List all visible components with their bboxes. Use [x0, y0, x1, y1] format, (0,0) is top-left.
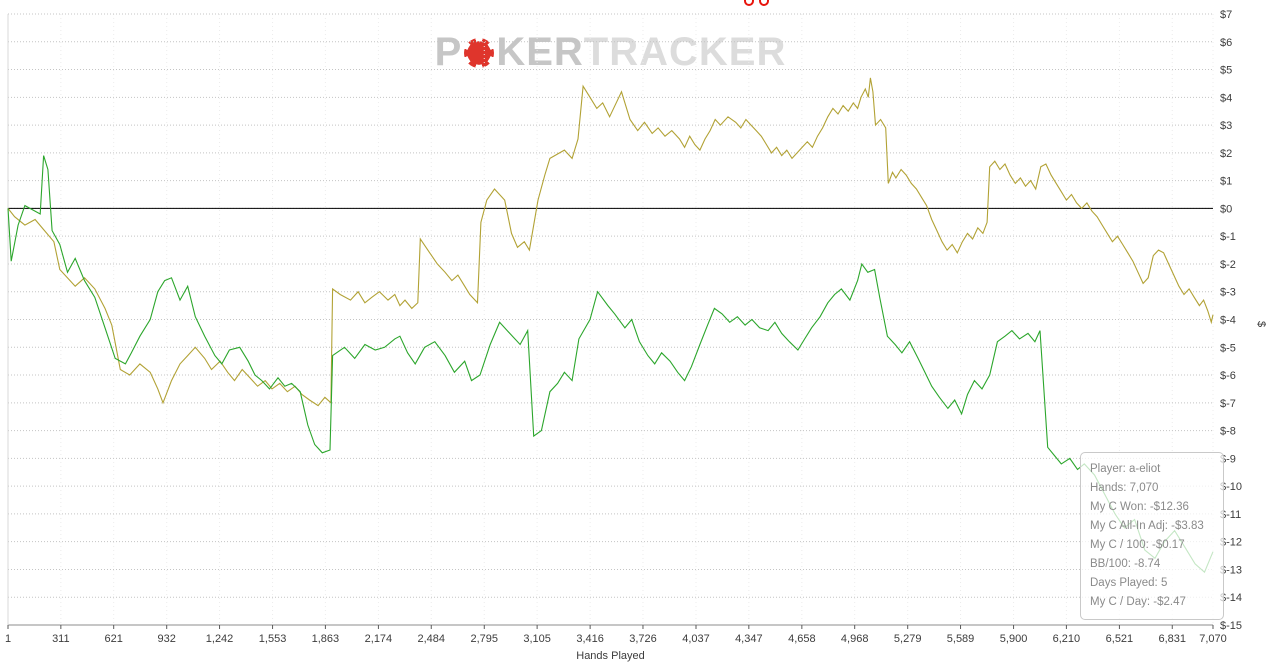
- svg-text:1,242: 1,242: [206, 633, 234, 645]
- tooltip-bb-per-100: BB/100: -8.74: [1090, 558, 1161, 570]
- tooltip-my-c-all-in-adj: My C All-In Adj: -$3.83: [1090, 520, 1204, 532]
- clipped-title-fragment: [744, 0, 769, 6]
- svg-text:$1: $1: [1220, 176, 1232, 188]
- svg-text:3,726: 3,726: [629, 633, 657, 645]
- svg-text:$-11: $-11: [1220, 509, 1241, 521]
- tooltip-days-played: Days Played: 5: [1090, 577, 1168, 589]
- x-axis-title: Hands Played: [576, 650, 645, 662]
- svg-text:$6: $6: [1220, 37, 1232, 49]
- svg-text:$5: $5: [1220, 65, 1232, 77]
- svg-text:$-6: $-6: [1220, 370, 1236, 382]
- svg-text:311: 311: [52, 633, 70, 645]
- svg-text:$-2: $-2: [1220, 259, 1236, 271]
- tooltip-player: Player: a-eliot: [1090, 463, 1161, 475]
- svg-text:3,416: 3,416: [576, 633, 604, 645]
- svg-text:1,863: 1,863: [312, 633, 340, 645]
- svg-text:6,210: 6,210: [1053, 633, 1081, 645]
- svg-text:3,105: 3,105: [523, 633, 551, 645]
- svg-text:1: 1: [5, 633, 11, 645]
- watermark-text-p: P: [434, 30, 463, 74]
- svg-text:$-7: $-7: [1220, 398, 1236, 410]
- svg-text:5,279: 5,279: [894, 633, 922, 645]
- svg-text:$-10: $-10: [1220, 481, 1242, 493]
- svg-text:$-8: $-8: [1220, 426, 1236, 438]
- svg-text:6,521: 6,521: [1106, 633, 1134, 645]
- svg-text:4,658: 4,658: [788, 633, 816, 645]
- svg-text:4,037: 4,037: [682, 633, 710, 645]
- svg-text:932: 932: [158, 633, 176, 645]
- svg-text:5,900: 5,900: [1000, 633, 1028, 645]
- watermark-text-tracker: TRACKER: [583, 30, 787, 74]
- watermark-text-ker: KER: [496, 30, 584, 74]
- svg-text:2,795: 2,795: [471, 633, 499, 645]
- svg-text:$2: $2: [1220, 148, 1232, 160]
- svg-text:$-13: $-13: [1220, 564, 1242, 576]
- clipped-glyph-mark: [759, 0, 769, 6]
- svg-text:$-4: $-4: [1220, 315, 1236, 327]
- tooltip-my-c-won: My C Won: -$12.36: [1090, 501, 1189, 513]
- poker-chip-icon: [464, 38, 495, 68]
- clipped-glyph-mark: [744, 0, 754, 6]
- pokertracker-watermark: P KERTRACKER: [0, 30, 1221, 75]
- svg-text:7,070: 7,070: [1199, 633, 1227, 645]
- tooltip-my-c-per-day: My C / Day: -$2.47: [1090, 596, 1186, 608]
- svg-text:1,553: 1,553: [259, 633, 287, 645]
- svg-text:$-14: $-14: [1220, 592, 1242, 604]
- y-axis-title: $: [1254, 320, 1267, 328]
- svg-text:$0: $0: [1220, 203, 1232, 215]
- svg-text:$-5: $-5: [1220, 342, 1236, 354]
- svg-text:2,484: 2,484: [417, 633, 445, 645]
- svg-text:$7: $7: [1220, 9, 1232, 21]
- svg-text:621: 621: [105, 633, 123, 645]
- svg-text:5,589: 5,589: [947, 633, 975, 645]
- svg-text:$-12: $-12: [1220, 537, 1242, 549]
- stats-tooltip: Player: a-eliot Hands: 7,070 My C Won: -…: [1080, 452, 1224, 620]
- svg-text:6,831: 6,831: [1158, 633, 1186, 645]
- svg-text:4,347: 4,347: [735, 633, 763, 645]
- tooltip-my-c-per-100: My C / 100: -$0.17: [1090, 539, 1185, 551]
- svg-text:$-3: $-3: [1220, 287, 1236, 299]
- svg-text:$4: $4: [1220, 92, 1232, 104]
- svg-text:$-1: $-1: [1220, 231, 1236, 243]
- tooltip-hands: Hands: 7,070: [1090, 482, 1159, 494]
- svg-text:4,968: 4,968: [841, 633, 869, 645]
- svg-text:$-15: $-15: [1220, 620, 1242, 632]
- svg-text:2,174: 2,174: [365, 633, 393, 645]
- svg-text:$3: $3: [1220, 120, 1232, 132]
